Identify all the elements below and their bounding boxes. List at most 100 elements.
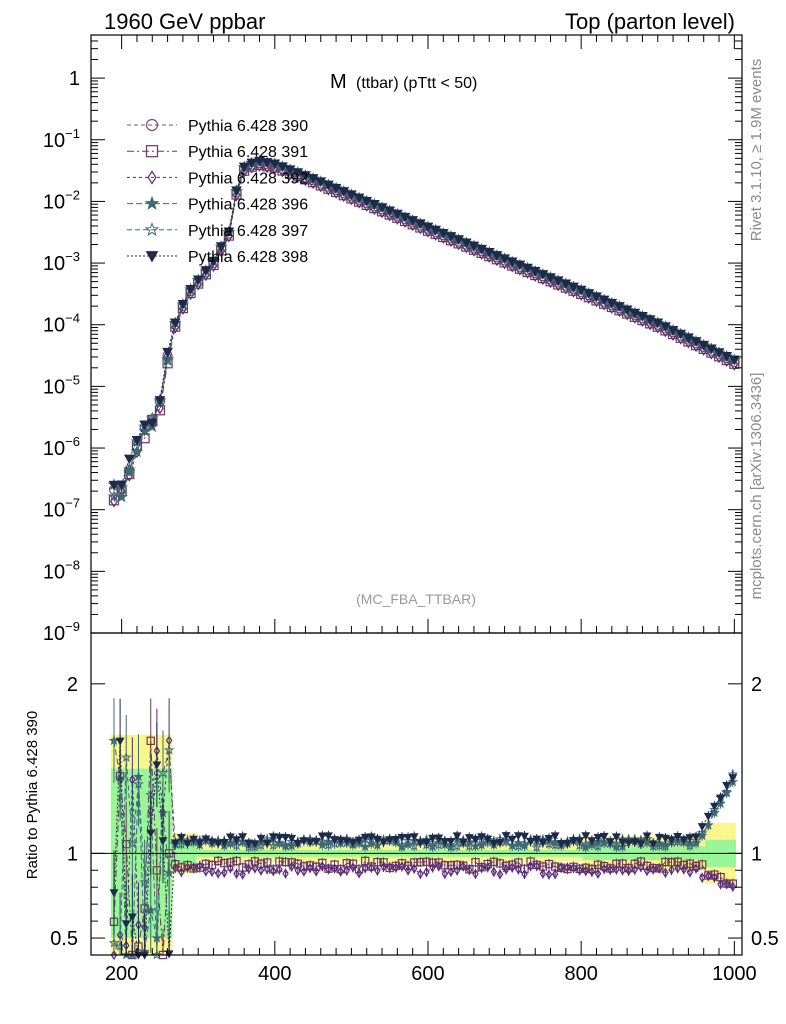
data-point-ratio: [551, 868, 559, 880]
data-point-ratio: [213, 839, 223, 848]
data-point-ratio: [178, 866, 185, 878]
data-point-ratio: [172, 862, 179, 874]
data-point-ratio: [276, 864, 283, 875]
data-point-ratio: [619, 865, 626, 876]
data-point-ratio: [613, 864, 620, 875]
y-tick-label: 10−8: [43, 557, 80, 583]
data-point-ratio: [239, 869, 246, 880]
data-point-ratio: [594, 868, 602, 879]
data-point-ratio: [519, 837, 530, 849]
data-point-ratio: [513, 832, 523, 841]
data-point-ratio: [129, 774, 136, 785]
data-point-ratio: [649, 864, 657, 875]
data-point-ratio: [592, 840, 604, 852]
data-point-ratio: [158, 837, 168, 846]
data-point-ratio: [593, 833, 603, 842]
data-point-upper: [514, 260, 526, 271]
data-point-upper: [130, 445, 144, 458]
data-point-upper: [323, 180, 334, 191]
data-point-ratio: [427, 837, 438, 848]
data-point-upper: [185, 285, 196, 295]
data-point-ratio: [343, 865, 351, 876]
data-point-ratio: [624, 839, 634, 848]
data-point-upper: [414, 219, 426, 230]
axes-layer: 1 10−1 10−2 10−3 10−4 10−5 10−6 10−7 10−8 10−9 200…: [43, 34, 779, 985]
data-point-ratio: [219, 839, 229, 848]
data-point-ratio: [268, 833, 278, 842]
data-point-ratio: [287, 834, 297, 843]
watermark: (MC_FBA_TTBAR): [356, 591, 476, 607]
data-point-ratio: [685, 834, 695, 843]
data-point-ratio: [342, 837, 352, 846]
data-point-ratio: [495, 839, 505, 848]
data-point-ratio: [705, 870, 712, 881]
data-point-upper: [139, 420, 150, 431]
data-point-ratio: [531, 841, 543, 852]
data-point-ratio: [711, 872, 718, 883]
legend-entry: Pythia 6.428 391: [188, 144, 308, 161]
data-point-upper: [169, 318, 181, 329]
data-point-ratio: [408, 840, 420, 851]
data-point-upper: [568, 282, 579, 293]
data-point-ratio: [690, 835, 702, 846]
data-point-ratio: [709, 804, 720, 815]
data-point-ratio: [447, 866, 455, 877]
data-point-ratio: [660, 834, 670, 843]
data-point-ratio: [402, 835, 414, 846]
data-point-ratio: [151, 949, 163, 960]
data-point-ratio: [527, 861, 534, 872]
data-point-ratio: [569, 837, 578, 846]
data-point-ratio: [115, 737, 125, 746]
data-point-ratio: [157, 767, 169, 778]
data-point-ratio: [403, 833, 413, 842]
data-point-ratio: [233, 868, 240, 879]
data-point-upper: [292, 168, 304, 178]
data-point-ratio: [715, 798, 726, 809]
data-point-ratio: [550, 832, 560, 841]
data-point-ratio: [679, 836, 689, 845]
data-point-ratio: [109, 889, 119, 898]
data-point-upper: [713, 348, 725, 358]
data-point-ratio: [244, 839, 254, 848]
data-point-ratio: [586, 839, 598, 850]
x-tick-label: 1000: [712, 963, 757, 985]
data-point-ratio: [716, 794, 726, 803]
data-point-ratio: [575, 837, 585, 846]
data-point-ratio: [417, 868, 424, 880]
data-point-upper: [261, 158, 273, 168]
data-point-ratio: [588, 866, 596, 877]
data-point-upper: [499, 254, 510, 264]
data-point-ratio: [379, 838, 389, 847]
data-point-upper: [330, 183, 342, 194]
data-point-ratio: [662, 867, 669, 878]
data-point-ratio: [451, 840, 463, 851]
ratio-ylabel: Ratio to Pythia 6.428 390: [24, 711, 41, 879]
data-point-ratio: [397, 833, 407, 842]
data-point-upper: [300, 171, 311, 181]
x-tick-label: 200: [105, 963, 138, 985]
data-point-ratio: [545, 869, 553, 880]
data-point-upper: [192, 275, 204, 286]
data-point-ratio: [293, 839, 303, 848]
data-point-ratio: [196, 861, 203, 872]
y-tick-label: 10−4: [43, 311, 80, 337]
data-point-ratio: [281, 833, 290, 842]
data-point-ratio: [170, 839, 180, 848]
data-point-ratio: [299, 837, 309, 846]
y-tick-label: 10−6: [43, 434, 80, 460]
data-point-ratio: [422, 839, 431, 848]
data-point-ratio: [723, 878, 730, 890]
series-line-ratio: [113, 740, 734, 956]
data-point-ratio: [404, 865, 412, 876]
data-point-ratio: [656, 863, 663, 874]
data-point-upper: [606, 298, 618, 309]
data-point-upper: [376, 203, 388, 213]
data-point-upper: [545, 273, 556, 283]
ratio-frame: [90, 632, 743, 956]
data-point-ratio: [120, 751, 132, 762]
data-point-ratio: [686, 867, 694, 878]
data-point-ratio: [398, 861, 406, 872]
data-point-upper: [583, 289, 595, 299]
data-point-ratio: [674, 863, 681, 874]
data-point-ratio: [257, 865, 265, 876]
